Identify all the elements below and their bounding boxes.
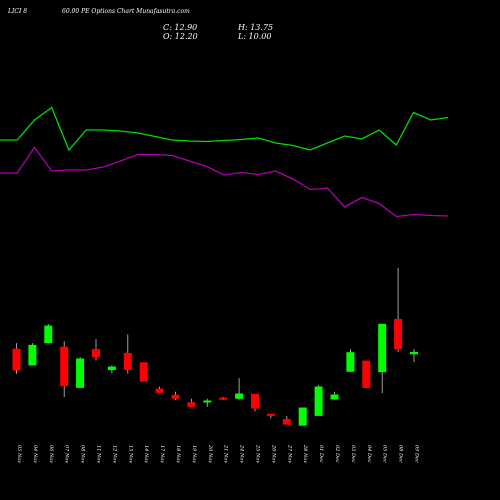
candle-body — [107, 366, 116, 371]
x-tick-label: 03 Dec — [350, 445, 356, 463]
x-tick-label: 18 Nov — [175, 445, 181, 463]
x-tick-label: 12 Nov — [111, 445, 117, 463]
x-tick-label: 27 Nov — [286, 444, 292, 463]
candle-body — [314, 386, 323, 416]
x-tick-label: 24 Nov — [239, 444, 245, 463]
candle-body — [251, 393, 259, 409]
high-label: H: 13.75 — [237, 23, 273, 32]
candle-body — [76, 358, 85, 388]
candle-body — [171, 394, 180, 399]
close-label: C: 12.90 — [163, 23, 197, 32]
x-tick-label: 06 Nov — [48, 445, 54, 463]
candle-body — [187, 402, 196, 407]
x-tick-label: 08 Nov — [80, 445, 86, 463]
x-tick-label: 19 Nov — [191, 445, 197, 463]
candle-body — [362, 360, 371, 388]
x-tick-label: 28 Nov — [302, 444, 308, 463]
candle-body — [266, 413, 275, 416]
candle-body — [410, 351, 418, 355]
candles — [12, 267, 418, 426]
candle-body — [219, 397, 228, 400]
candle-body — [298, 407, 307, 426]
candle-body — [92, 349, 100, 358]
x-tick-label: 05 Nov — [16, 445, 22, 463]
x-tick-label: 05 Dec — [382, 445, 388, 463]
chart-subtitle: 60.00 PE Options Chart Munafasutra.com — [62, 8, 190, 15]
candle-body — [203, 400, 212, 403]
x-tick-label: 08 Dec — [398, 445, 404, 463]
x-tick-label: 13 Nov — [127, 445, 133, 463]
candle-body — [28, 344, 37, 366]
x-tick-label: 07 Nov — [64, 445, 70, 463]
x-tick-label: 01 Dec — [318, 445, 324, 463]
indicator-lines — [0, 106, 449, 218]
candle-body — [235, 393, 244, 399]
x-tick-label: 04 Nov — [32, 445, 38, 463]
candle-body — [123, 352, 132, 371]
open-label: O: 12.20 — [163, 32, 198, 41]
x-tick-label: 21 Nov — [223, 444, 229, 463]
candle-body — [155, 388, 164, 393]
candle-body — [346, 352, 355, 372]
x-tick-label: 26 Nov — [270, 444, 276, 463]
candle-body — [282, 419, 291, 425]
x-tick-label: 02 Dec — [334, 445, 340, 463]
x-tick-label: 09 Dec — [414, 445, 420, 463]
candle-body — [330, 394, 339, 400]
candle-body — [44, 325, 53, 344]
lower-indicator-line — [0, 146, 449, 218]
candle-body — [378, 323, 387, 373]
x-tick-label: 20 Nov — [207, 444, 213, 463]
x-axis-ticks: 05 Nov 04 Nov 06 Nov 07 Nov 08 Nov 11 Nov 12 N… — [16, 444, 420, 463]
upper-indicator-line — [0, 106, 449, 152]
candle-body — [60, 346, 69, 387]
symbol-label: LICI 8 — [7, 8, 27, 15]
candle-body — [394, 318, 403, 350]
candle-body — [12, 348, 21, 371]
x-tick-label: 17 Nov — [159, 445, 165, 463]
x-tick-label: 04 Dec — [366, 445, 372, 463]
low-label: L: 10.00 — [237, 32, 271, 41]
x-tick-label: 11 Nov — [96, 445, 102, 463]
candle-body — [139, 362, 148, 382]
x-tick-label: 14 Nov — [143, 445, 149, 463]
x-tick-label: 25 Nov — [255, 444, 261, 463]
